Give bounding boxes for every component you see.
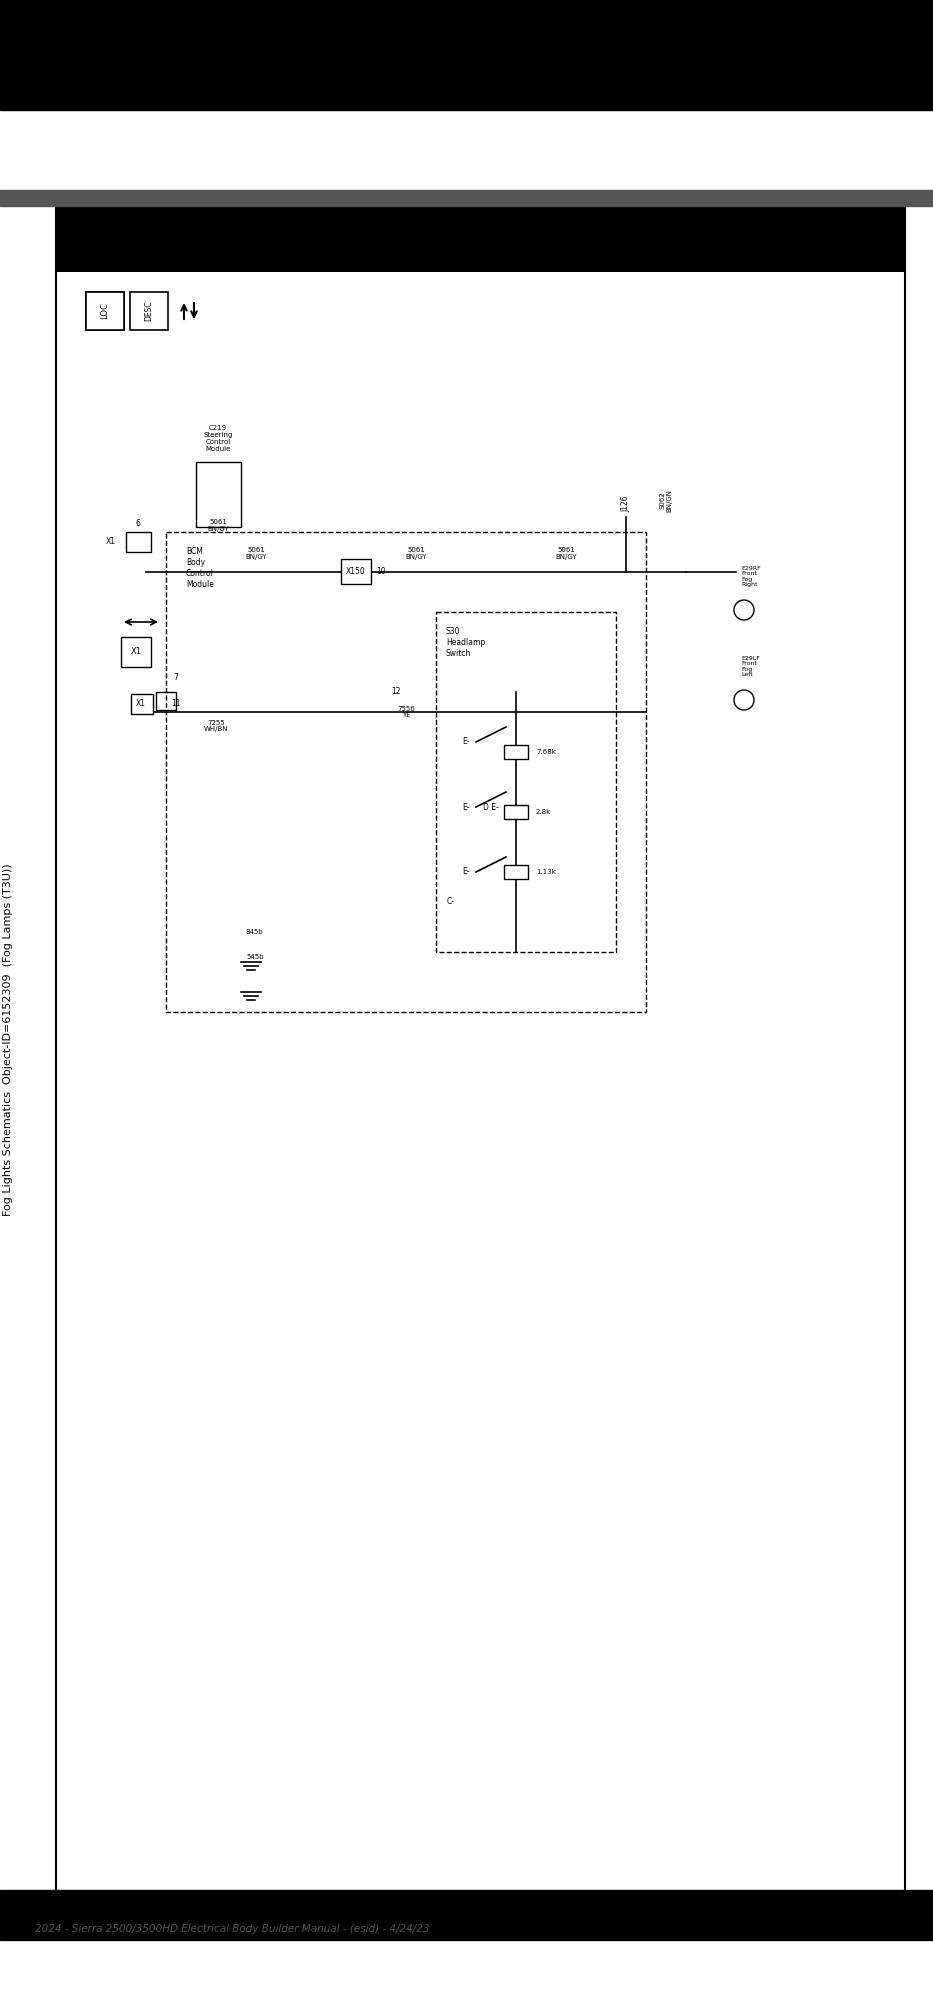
Text: S30
Headlamp
Switch: S30 Headlamp Switch bbox=[446, 628, 485, 658]
Text: J126: J126 bbox=[621, 496, 631, 512]
Bar bbox=[86, 292, 124, 330]
Text: 5061
BN/GY: 5061 BN/GY bbox=[555, 548, 577, 560]
Text: X1: X1 bbox=[136, 700, 146, 708]
Text: 2.8k: 2.8k bbox=[536, 808, 551, 816]
Text: Fog Lights Schematics  Object-ID=6152309  (Fog Lamps (T3U)): Fog Lights Schematics Object-ID=6152309 … bbox=[3, 864, 13, 1216]
Text: BCM
Body
Control
Module: BCM Body Control Module bbox=[186, 546, 214, 590]
Text: LOC: LOC bbox=[101, 302, 109, 320]
Text: X1: X1 bbox=[106, 538, 116, 546]
Text: X150: X150 bbox=[346, 568, 366, 576]
Text: 5061
BN/GY: 5061 BN/GY bbox=[245, 548, 267, 560]
Text: 10: 10 bbox=[376, 568, 385, 576]
Bar bbox=[0, 0, 933, 110]
Text: D E-: D E- bbox=[483, 802, 499, 812]
Bar bbox=[56, 206, 905, 1916]
Text: X1: X1 bbox=[131, 648, 142, 656]
Bar bbox=[0, 1890, 933, 1940]
Text: 1.13k: 1.13k bbox=[536, 868, 556, 876]
Text: C219
Steering
Control
Module: C219 Steering Control Module bbox=[203, 426, 232, 452]
Bar bbox=[121, 636, 151, 668]
Bar bbox=[436, 612, 616, 952]
Bar bbox=[131, 694, 153, 714]
Text: 7556
YE: 7556 YE bbox=[397, 706, 415, 718]
Bar bbox=[156, 692, 176, 710]
Text: E29LF
Front
Fog
Left: E29LF Front Fog Left bbox=[741, 656, 760, 676]
Text: 845b: 845b bbox=[246, 928, 264, 936]
Text: E-: E- bbox=[462, 868, 469, 876]
Text: E-: E- bbox=[462, 802, 469, 812]
Text: DESC: DESC bbox=[145, 300, 154, 322]
Bar bbox=[126, 532, 151, 552]
Text: E29RF
Front
Fog
Right: E29RF Front Fog Right bbox=[741, 566, 760, 588]
Text: 12: 12 bbox=[391, 688, 401, 696]
Bar bbox=[166, 532, 646, 1012]
Text: 7255
WH/BN: 7255 WH/BN bbox=[203, 720, 229, 732]
Text: 2024 - Sierra 2500/3500HD Electrical Body Builder Manual - (esid) - 4/24/23: 2024 - Sierra 2500/3500HD Electrical Bod… bbox=[35, 1924, 429, 1934]
Bar bbox=[504, 864, 528, 880]
Bar bbox=[196, 462, 241, 526]
Text: C-: C- bbox=[447, 898, 455, 906]
Text: 7.68k: 7.68k bbox=[536, 748, 556, 754]
Bar bbox=[56, 206, 905, 272]
Text: 545b: 545b bbox=[246, 954, 263, 960]
Text: 7: 7 bbox=[174, 672, 178, 682]
Text: 6: 6 bbox=[135, 520, 141, 528]
Text: S062
BN/GN: S062 BN/GN bbox=[660, 488, 673, 512]
Bar bbox=[504, 804, 528, 820]
Bar bbox=[130, 292, 168, 330]
Bar bbox=[341, 558, 371, 584]
Bar bbox=[0, 190, 933, 206]
Bar bbox=[504, 744, 528, 758]
Text: E-: E- bbox=[462, 738, 469, 746]
Text: 5061
BN/GY: 5061 BN/GY bbox=[405, 548, 426, 560]
Text: 11: 11 bbox=[172, 700, 181, 708]
Text: 5061
BN/GY: 5061 BN/GY bbox=[207, 520, 229, 532]
Bar bbox=[86, 292, 124, 330]
